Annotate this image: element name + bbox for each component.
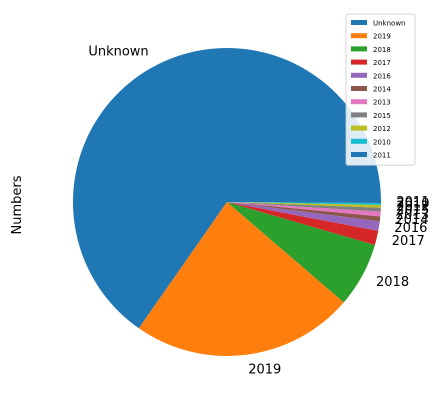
slice-2012 (227, 202, 381, 208)
legend-swatch-2013 (351, 99, 367, 105)
slice-2017 (227, 202, 379, 245)
slice-2010 (227, 202, 381, 205)
slice-label-2012: 2012 (396, 199, 429, 214)
slice-2011 (227, 202, 381, 203)
legend-entry-2013: 2013 (373, 99, 391, 107)
slice-label-2010: 2010 (396, 197, 429, 212)
slice-label-2018: 2018 (376, 275, 409, 290)
slice-2018 (227, 202, 375, 303)
legend-entry-2018: 2018 (373, 46, 391, 54)
slice-label-2013: 2013 (396, 208, 429, 223)
legend-entry-unknown: Unknown (373, 20, 406, 28)
legend-entry-2019: 2019 (373, 33, 391, 41)
legend-entry-2016: 2016 (373, 72, 391, 80)
slice-2014 (227, 202, 381, 222)
legend-swatch-unknown (351, 20, 367, 25)
legend-swatch-2011 (351, 152, 367, 157)
legend-swatch-2010 (351, 138, 367, 144)
slice-label-2014: 2014 (395, 213, 428, 228)
slice-2015 (227, 202, 381, 212)
slice-label-2019: 2019 (248, 363, 281, 378)
legend-entry-2010: 2010 (373, 138, 391, 146)
slice-unknown (72, 48, 382, 329)
legend-swatch-2014 (351, 86, 367, 91)
legend-entry-2015: 2015 (373, 112, 391, 120)
slice-label-2017: 2017 (392, 234, 425, 249)
slice-2013 (227, 202, 381, 217)
legend-swatch-2019 (351, 33, 367, 39)
slice-labels: Unknown201920182017201620142013201520122… (88, 44, 429, 377)
legend-swatch-2015 (351, 112, 367, 118)
legend-entry-2017: 2017 (373, 59, 391, 67)
legend-entry-2011: 2011 (373, 152, 391, 160)
legend-entry-2012: 2012 (373, 125, 391, 133)
slice-label-2015: 2015 (396, 203, 429, 218)
legend: Unknown 2019 2018 2017 2016 2014 2013 2015 2012 2… (345, 13, 416, 166)
legend-swatch-2012 (351, 125, 367, 131)
slice-label-unknown: Unknown (88, 44, 148, 59)
pie-slices (72, 48, 382, 356)
legend-entry-2014: 2014 (373, 86, 391, 94)
slice-2016 (227, 202, 380, 231)
y-axis-label: Numbers (10, 175, 25, 234)
slice-label-2016: 2016 (394, 221, 427, 236)
legend-swatch-2018 (351, 46, 367, 52)
legend-swatch-2016 (351, 72, 367, 78)
slice-2019 (138, 202, 344, 356)
slice-label-2011: 2011 (396, 195, 429, 210)
legend-swatch-2017 (351, 59, 367, 65)
